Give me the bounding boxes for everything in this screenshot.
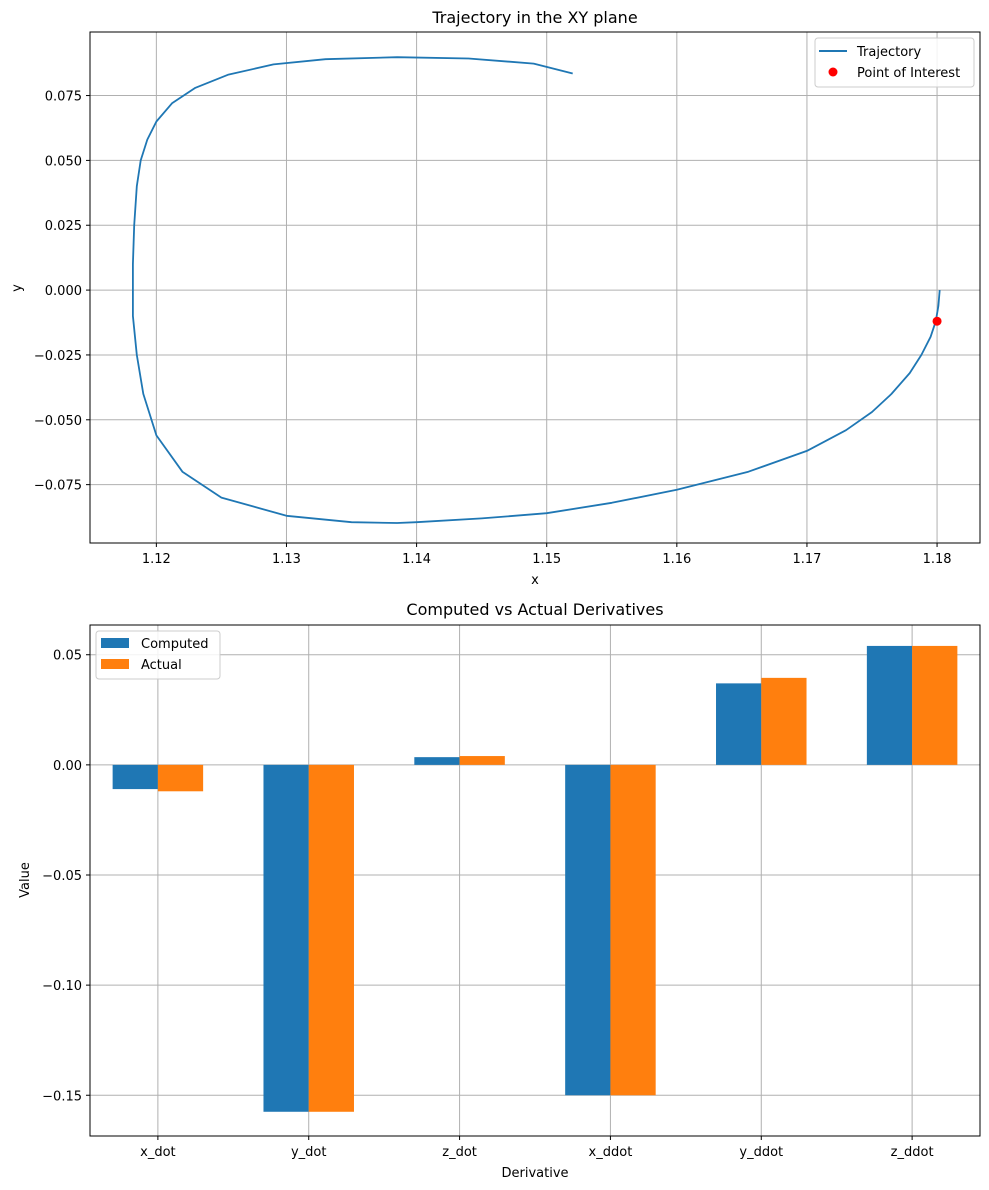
x-tick-label: y_ddot — [739, 1145, 783, 1160]
derivatives-chart-title: Computed vs Actual Derivatives — [406, 600, 663, 619]
y-tick-label: −0.050 — [34, 414, 82, 429]
legend-frame — [814, 37, 975, 88]
legend-swatch-point-of-interest — [828, 67, 838, 77]
trajectory-line — [131, 56, 941, 524]
y-tick-label: −0.025 — [34, 349, 82, 364]
bar-computed-y-ddot — [716, 683, 762, 765]
y-tick-label: −0.10 — [42, 979, 82, 994]
trajectory-x-ticks: 1.12 1.13 1.14 1.15 1.16 1.17 1.18 — [142, 543, 952, 567]
x-tick-label: 1.14 — [402, 552, 431, 567]
y-tick-label: 0.075 — [45, 90, 82, 105]
x-tick-label: x_ddot — [589, 1145, 633, 1160]
derivatives-y-ticks: 0.05 0.00 −0.05 −0.10 −0.15 — [42, 649, 90, 1104]
derivatives-x-ticks: x_dot y_dot z_dot x_ddot y_ddot z_ddot — [140, 1136, 934, 1160]
x-tick-label: x_dot — [140, 1145, 176, 1160]
derivatives-chart: Computed vs Actual Derivatives x_dot y_do… — [18, 600, 981, 1181]
bar-actual-z-ddot — [912, 645, 958, 765]
bar-computed-y-dot — [263, 764, 309, 1112]
derivatives-axes-frame — [89, 624, 981, 1137]
x-tick-label: z_ddot — [891, 1145, 934, 1160]
bar-computed-z-dot — [414, 757, 460, 765]
trajectory-data — [131, 56, 942, 524]
y-tick-label: 0.000 — [45, 284, 82, 299]
x-tick-label: 1.15 — [532, 552, 561, 567]
legend-swatch-computed — [101, 638, 129, 648]
derivatives-legend: Computed Actual — [95, 630, 221, 680]
bar-computed-x-dot — [112, 764, 158, 790]
trajectory-chart: Trajectory in the XY plane 1.12 1.13 1.14 1… — [10, 8, 981, 588]
bar-actual-y-dot — [308, 764, 354, 1112]
x-tick-label: 1.16 — [662, 552, 691, 567]
legend-label-trajectory: Trajectory — [856, 45, 921, 60]
y-tick-label: −0.075 — [34, 479, 82, 494]
bar-actual-x-dot — [157, 764, 204, 792]
y-tick-label: 0.025 — [45, 219, 82, 234]
x-tick-label: 1.17 — [792, 552, 821, 567]
derivatives-y-axis-label: Value — [18, 862, 33, 898]
trajectory-y-ticks: 0.075 0.050 0.025 0.000 −0.025 −0.050 −0.075 — [34, 90, 90, 494]
bar-actual-y-ddot — [761, 677, 807, 765]
trajectory-y-axis-label: y — [10, 284, 25, 292]
y-tick-label: 0.050 — [45, 154, 82, 169]
y-tick-label: 0.00 — [53, 759, 82, 774]
trajectory-x-axis-label: x — [531, 573, 539, 588]
x-tick-label: 1.13 — [272, 552, 301, 567]
bar-computed-z-ddot — [866, 645, 913, 765]
y-tick-label: 0.05 — [53, 649, 82, 664]
derivatives-bars — [112, 645, 958, 1112]
y-tick-label: −0.15 — [42, 1089, 82, 1104]
trajectory-chart-title: Trajectory in the XY plane — [431, 8, 637, 27]
derivatives-x-axis-label: Derivative — [501, 1166, 568, 1181]
point-of-interest-marker — [932, 316, 942, 326]
x-tick-label: 1.18 — [923, 552, 952, 567]
legend-label-actual: Actual — [141, 658, 182, 673]
x-tick-label: 1.12 — [142, 552, 171, 567]
trajectory-grid — [90, 32, 980, 543]
bar-actual-x-ddot — [610, 764, 656, 1096]
x-tick-label: z_dot — [442, 1145, 477, 1160]
trajectory-legend: Trajectory Point of Interest — [814, 37, 975, 88]
legend-swatch-actual — [101, 659, 129, 669]
x-tick-label: y_dot — [291, 1145, 327, 1160]
legend-label-computed: Computed — [141, 637, 209, 652]
trajectory-axes-frame — [89, 31, 981, 544]
bar-computed-x-ddot — [565, 764, 611, 1096]
legend-label-point-of-interest: Point of Interest — [857, 66, 960, 81]
y-tick-label: −0.05 — [42, 869, 82, 884]
bar-actual-z-dot — [459, 756, 505, 765]
